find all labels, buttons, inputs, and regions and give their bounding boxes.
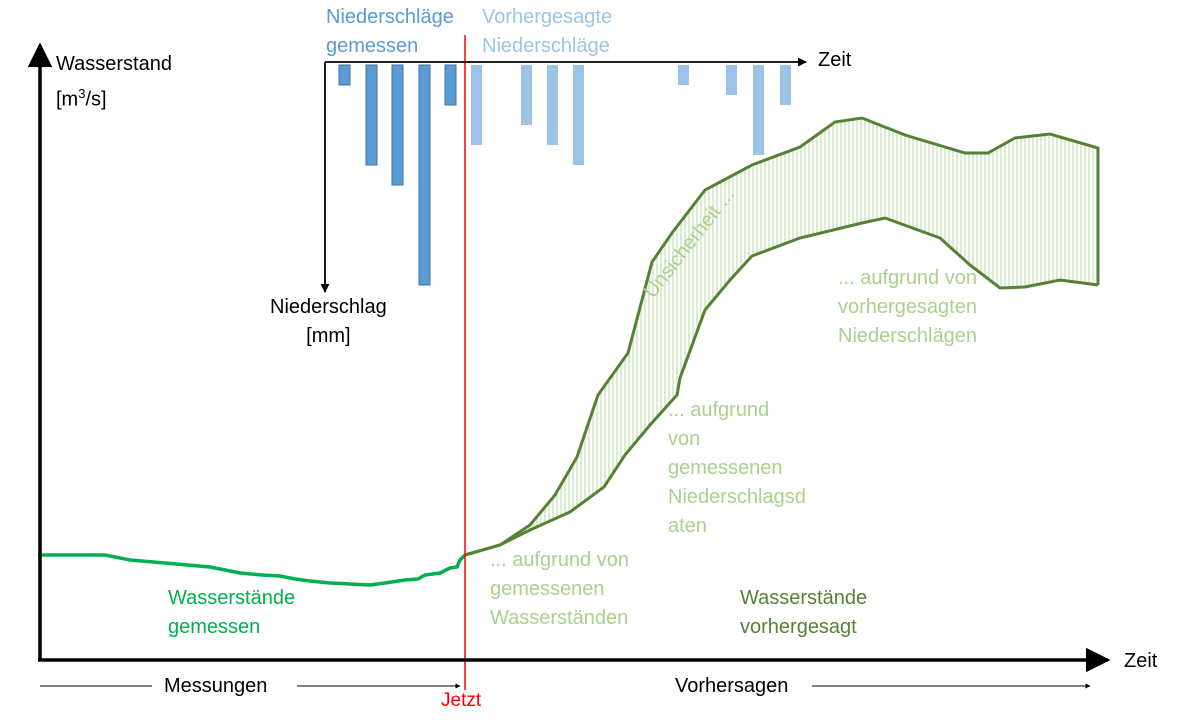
- due-to-water-levels-line1: ... aufgrund von: [490, 549, 629, 571]
- forecast-upper-line: [464, 116, 1100, 557]
- forecast-precip-legend: Vorhergesagte Niederschläge: [482, 3, 612, 61]
- forecast-precip-bar: [573, 65, 584, 165]
- uncertainty-band: [465, 118, 1098, 555]
- timeline-future-label: Vorhersagen: [675, 675, 789, 697]
- forecast-precip-legend-line1: Vorhergesagte: [482, 6, 613, 28]
- measured-precip-bar: [391, 64, 404, 186]
- precip-axis-label-line1: Niederschlag: [270, 296, 387, 318]
- due-to-measured-precip-line2: von: [668, 428, 701, 450]
- precip-axis-label: Niederschlag [mm]: [270, 293, 387, 351]
- due-to-forecast-precip-line2: vorhergesagten: [838, 296, 977, 318]
- forecast-precip-bar: [780, 65, 791, 105]
- x-axis-label: Zeit: [1124, 650, 1158, 672]
- measured-precip-legend-line1: Niederschläge: [326, 6, 454, 28]
- due-to-measured-precip-line5: aten: [668, 515, 707, 537]
- measured-water-level-line: [38, 553, 467, 587]
- y-axis-label-line2: [m3/s]: [56, 79, 172, 115]
- forecast-precip-bar: [547, 65, 558, 145]
- forecast-lower-line: [464, 216, 1099, 557]
- precip-time-label: Zeit: [818, 49, 852, 71]
- forecast-water-level-label-line1: Wasserstände: [740, 587, 868, 609]
- measured-precip-bar: [338, 64, 351, 86]
- forecast-precip-bar: [471, 65, 482, 145]
- measured-precip-bar: [365, 64, 378, 166]
- due-to-measured-precip-line1: ... aufgrund: [668, 399, 770, 421]
- timeline-now-label: Jetzt: [441, 690, 482, 711]
- due-to-water-levels-line2: gemessenen: [490, 578, 605, 600]
- measured-precip-bar: [444, 64, 457, 106]
- y-axis-unit-tail: /s]: [85, 88, 107, 111]
- timeline-past-label: Messungen: [164, 675, 268, 697]
- y-axis-label-line1: Wasserstand: [56, 53, 172, 75]
- y-axis-unit-sup: 3: [78, 86, 86, 101]
- due-to-forecast-precip-note: ... aufgrund von vorhergesagten Niedersc…: [838, 264, 977, 351]
- due-to-water-levels-line3: Wasserständen: [490, 607, 629, 629]
- measured-water-level-label-line2: gemessen: [168, 616, 261, 638]
- precip-axis-label-line2: [mm]: [306, 325, 351, 347]
- forecast-water-level-label-line2: vorhergesagt: [740, 616, 857, 638]
- measured-precip-legend: Niederschläge gemessen: [326, 3, 454, 61]
- due-to-water-levels-note: ... aufgrund von gemessenen Wasserstände…: [490, 546, 629, 633]
- due-to-measured-precip-line3: gemessenen: [668, 457, 783, 479]
- forecast-precip-bar: [521, 65, 532, 125]
- due-to-measured-precip-note: ... aufgrund von gemessenen Niederschlag…: [668, 396, 806, 541]
- y-axis-unit-base: [m: [56, 88, 79, 111]
- measured-water-level-label-line1: Wasserstände: [168, 587, 296, 609]
- forecast-precip-bar: [726, 65, 737, 95]
- y-axis-label: Wasserstand [m3/s]: [56, 50, 172, 115]
- due-to-forecast-precip-line1: ... aufgrund von: [838, 267, 977, 289]
- forecast-precip-bar: [678, 65, 689, 85]
- measured-water-level-label: Wasserstände gemessen: [168, 584, 295, 642]
- precip-bars: [338, 64, 791, 286]
- measured-precip-bar: [418, 64, 431, 286]
- forecast-precip-bar: [753, 65, 764, 155]
- forecast-precip-legend-line2: Niederschläge: [482, 35, 610, 57]
- measured-precip-legend-line2: gemessen: [326, 35, 419, 57]
- forecast-water-level-label: Wasserstände vorhergesagt: [740, 584, 867, 642]
- due-to-measured-precip-line4: Niederschlagsd: [668, 486, 806, 508]
- due-to-forecast-precip-line3: Niederschlägen: [838, 325, 977, 347]
